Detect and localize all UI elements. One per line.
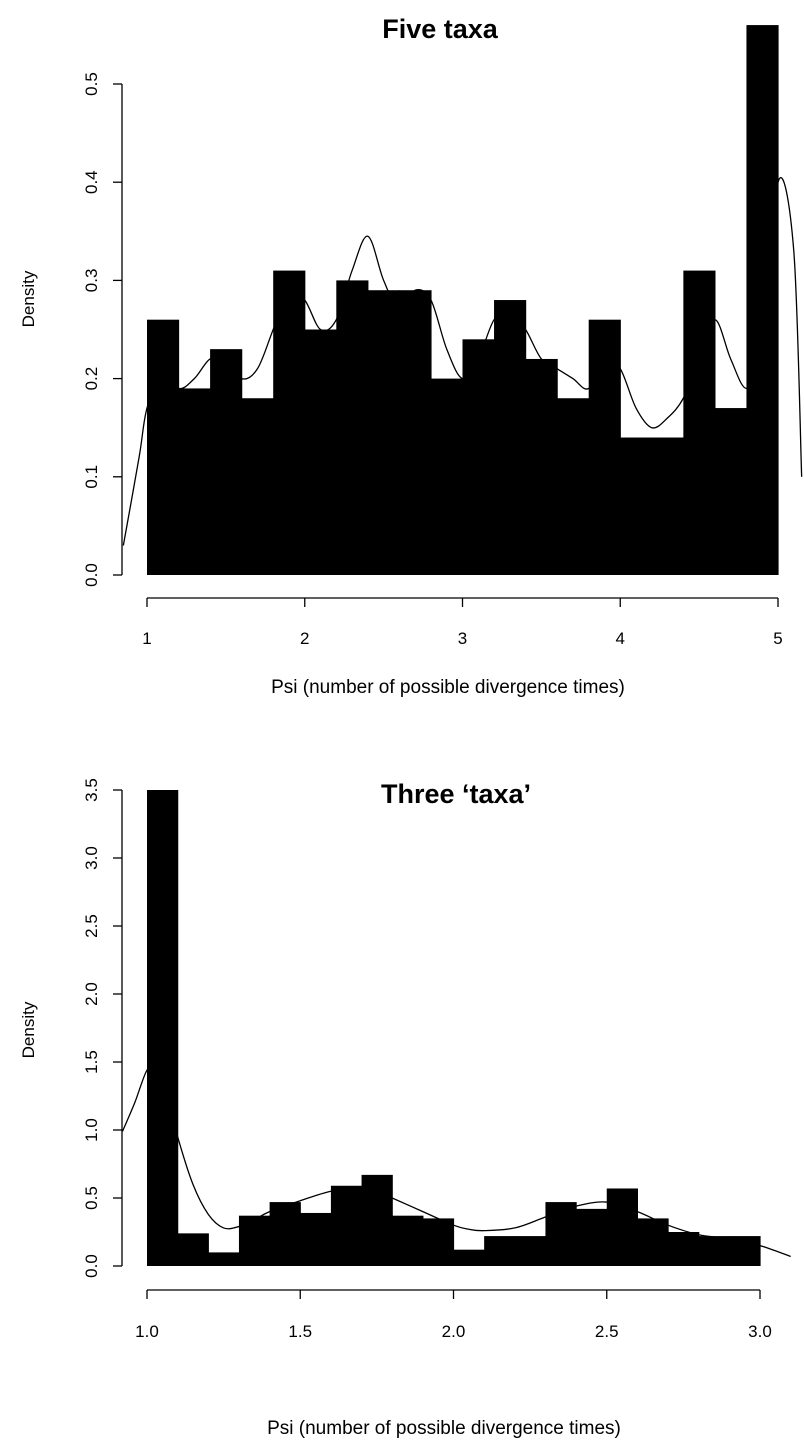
chart-title: Three ‘taxa’: [381, 779, 531, 809]
x-tick-label: 2.5: [595, 1322, 619, 1341]
y-tick-label: 0.3: [82, 269, 101, 293]
histogram-five-taxa: Five taxa 0.0 0.1 0.2 0.3 0.4 0.5 1 2 3 4 5 Densi…: [19, 14, 803, 698]
y-tick-label: 0.5: [82, 1186, 101, 1210]
y-tick-label: 0.4: [82, 170, 101, 194]
histogram-bar: [668, 1232, 700, 1266]
histogram-bar: [304, 329, 337, 575]
histogram-bar: [525, 358, 558, 575]
histogram-bar: [620, 437, 653, 575]
histogram-bar: [147, 319, 180, 575]
x-tick-label: 1: [142, 629, 151, 648]
x-tick-label: 1.0: [135, 1322, 159, 1341]
histogram-bar: [238, 1215, 271, 1266]
histogram-bar: [300, 1212, 332, 1266]
histogram-bar: [683, 270, 716, 575]
bars: [147, 790, 761, 1266]
histogram-bar: [698, 1236, 730, 1266]
histogram-bar: [178, 388, 211, 575]
y-tick-label: 3.0: [82, 846, 101, 870]
histogram-bar: [557, 398, 590, 575]
histogram-bar: [462, 339, 495, 575]
x-tick-label: 2.0: [442, 1322, 466, 1341]
histogram-bar: [177, 1233, 209, 1266]
histogram-bar: [651, 437, 684, 575]
x-tick-label: 3.0: [748, 1322, 772, 1341]
histogram-bar: [422, 1218, 455, 1266]
chart-title: Five taxa: [382, 14, 499, 44]
histogram-bar: [399, 290, 432, 575]
x-tick-label: 4: [616, 629, 625, 648]
density-curve: [121, 1065, 791, 1258]
x-axis-label: Psi (number of possible divergence times…: [271, 677, 625, 698]
y-axis: 0.0 0.1 0.2 0.3 0.4 0.5: [82, 72, 123, 587]
histogram-bar: [330, 1185, 363, 1266]
histogram-bar: [729, 1236, 761, 1266]
histogram-bar: [269, 1202, 301, 1266]
histogram-bar: [430, 378, 464, 575]
histogram-bar: [588, 319, 621, 575]
bars: [147, 25, 779, 575]
x-axis-label: Psi (number of possible divergence times…: [267, 1418, 621, 1439]
y-tick-label: 0.5: [82, 72, 101, 96]
y-axis-label: Density: [19, 270, 38, 327]
y-tick-label: 1.0: [82, 1118, 101, 1142]
histogram-bar: [637, 1218, 669, 1266]
histogram-bar: [367, 290, 400, 575]
x-tick-label: 3: [458, 629, 467, 648]
x-tick-label: 1.5: [288, 1322, 312, 1341]
density-curve: [122, 176, 803, 546]
histogram-bar: [606, 1188, 638, 1266]
histogram-bar: [714, 408, 748, 575]
histogram-bar: [746, 25, 779, 575]
y-tick-label: 0.1: [82, 465, 101, 489]
histogram-bar: [361, 1174, 393, 1266]
x-tick-label: 2: [300, 629, 309, 648]
histogram-bar: [545, 1202, 577, 1266]
y-axis-label: Density: [19, 1001, 38, 1058]
x-axis: 1.0 1.5 2.0 2.5 3.0: [135, 1289, 772, 1341]
y-tick-label: 0.2: [82, 367, 101, 391]
histogram-bar: [336, 280, 369, 575]
y-tick-label: 0.0: [82, 563, 101, 587]
histogram-bar: [273, 270, 306, 575]
y-tick-label: 3.5: [82, 778, 101, 802]
histogram-bar: [392, 1215, 424, 1266]
x-axis: 1 2 3 4 5: [142, 597, 783, 648]
histogram-three-taxa: Three ‘taxa’ 0.0 0.5 1.0 1.5 2.0 2.5 3.0 3.5 1.…: [19, 778, 791, 1439]
histogram-bar: [208, 1252, 240, 1266]
histogram-bar: [494, 300, 527, 575]
histogram-bar: [484, 1236, 516, 1266]
histogram-bar: [514, 1236, 547, 1266]
histogram-bar: [210, 349, 243, 575]
histogram-bar: [147, 790, 179, 1266]
y-tick-label: 0.0: [82, 1254, 101, 1278]
y-tick-label: 2.5: [82, 914, 101, 938]
y-tick-label: 2.0: [82, 982, 101, 1006]
y-tick-label: 1.5: [82, 1050, 101, 1074]
histogram-bar: [453, 1249, 485, 1266]
histogram-bar: [241, 398, 274, 575]
histogram-bar: [576, 1208, 608, 1266]
x-tick-label: 5: [773, 629, 782, 648]
y-axis: 0.0 0.5 1.0 1.5 2.0 2.5 3.0 3.5: [82, 778, 123, 1278]
